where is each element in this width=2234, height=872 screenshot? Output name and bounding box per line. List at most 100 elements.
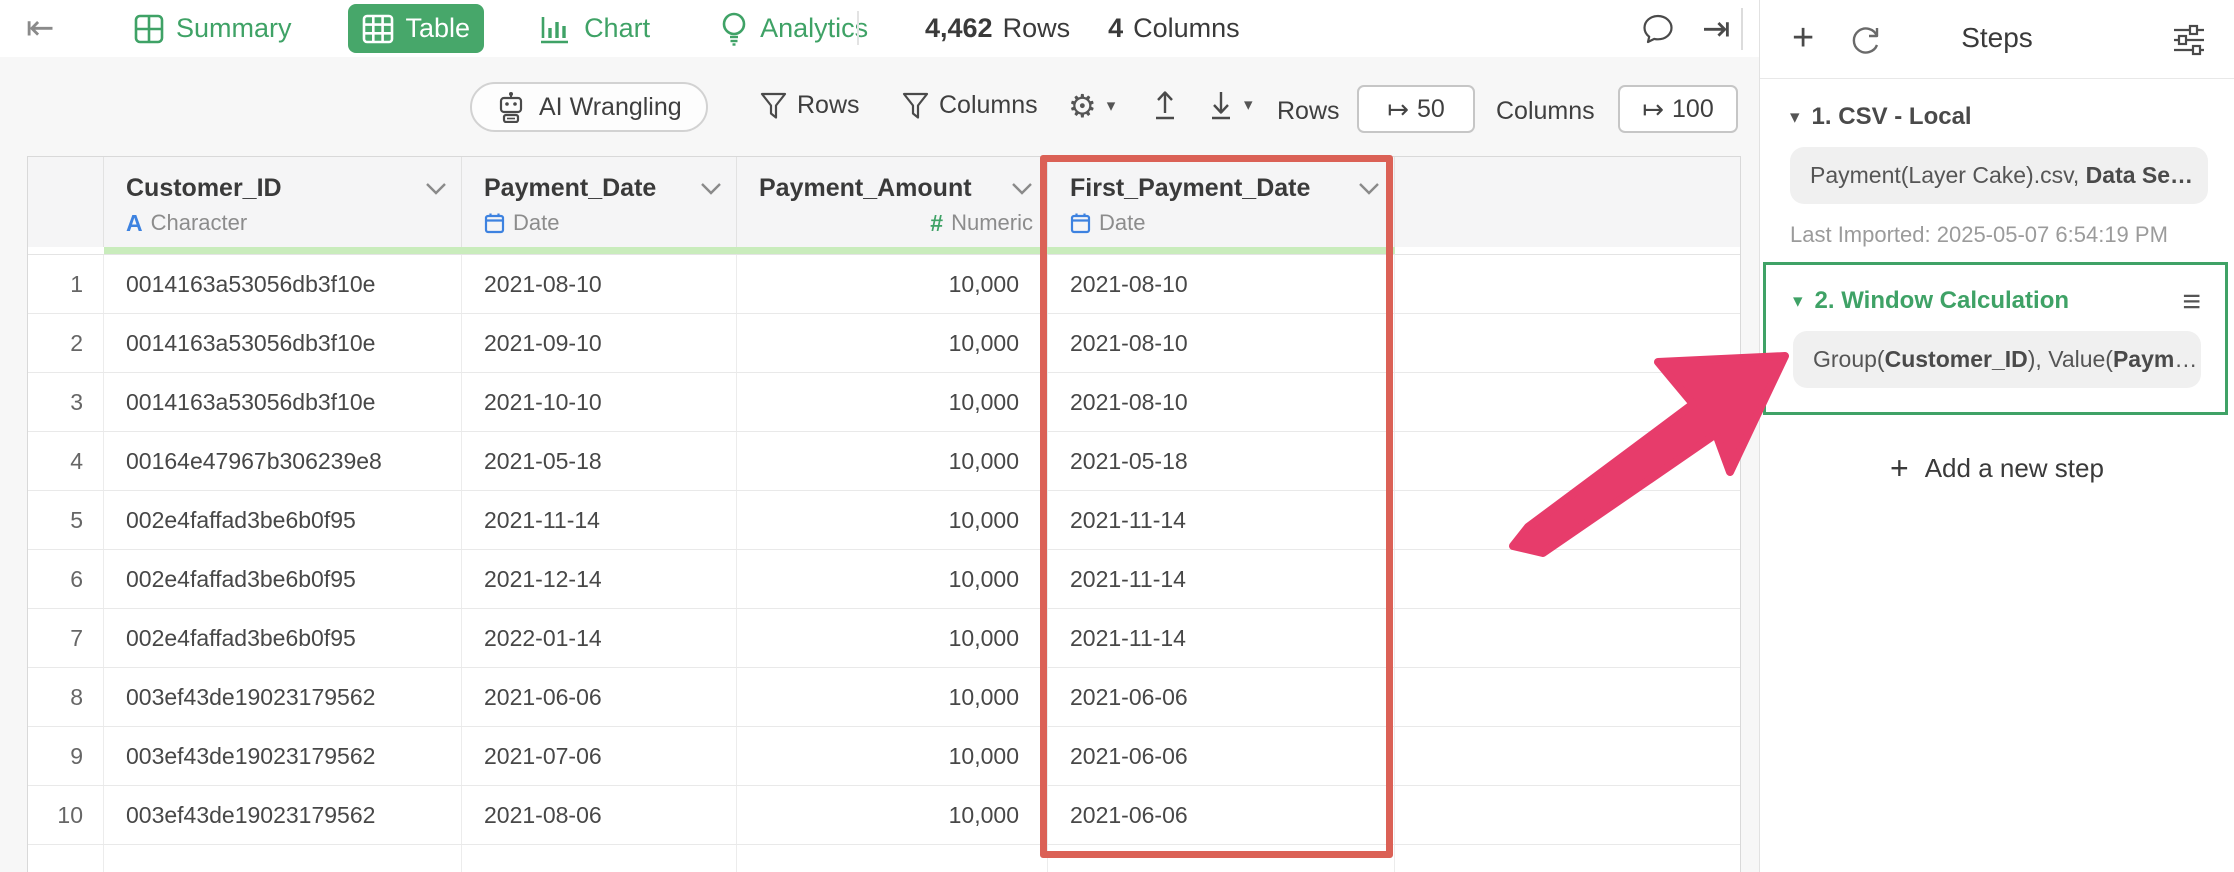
- table-cell[interactable]: 2021-08-10: [1048, 314, 1395, 372]
- step-2-summary-pill[interactable]: Group(Customer_ID), Value(Paym…: [1793, 331, 2201, 388]
- chevron-down-icon[interactable]: [1011, 182, 1033, 195]
- chevron-down-icon[interactable]: [425, 182, 447, 195]
- table-cell[interactable]: 2021-08-10: [1048, 373, 1395, 431]
- topbar-right-icons: ⇥: [1640, 0, 1731, 57]
- table-cell[interactable]: 2021-08-06: [462, 786, 737, 844]
- tab-summary[interactable]: Summary: [120, 4, 306, 53]
- column-header-payment-date[interactable]: Payment_Date Date: [462, 157, 737, 247]
- filter-columns-label: Columns: [939, 91, 1038, 119]
- add-step-plus-icon[interactable]: +: [1792, 17, 1815, 59]
- table-cell[interactable]: 10,000: [737, 314, 1048, 372]
- sliders-icon[interactable]: [2172, 22, 2206, 56]
- comment-icon[interactable]: [1640, 11, 1676, 47]
- table-cell[interactable]: 0014163a53056db3f10e: [104, 373, 462, 431]
- table-row[interactable]: 2 0014163a53056db3f10e 2021-09-10 10,000 202…: [28, 314, 1740, 373]
- table-header-row: Customer_ID A Character Payment_Date Dat…: [28, 157, 1740, 247]
- table-cell[interactable]: 2021-11-14: [1048, 491, 1395, 549]
- columns-limit-input[interactable]: ↦ 100: [1618, 85, 1738, 133]
- table-cell[interactable]: 2021-11-14: [1048, 609, 1395, 667]
- table-cell[interactable]: 2021-08-10: [1048, 255, 1395, 313]
- filter-rows-label: Rows: [797, 91, 860, 119]
- filter-rows-button[interactable]: Rows: [760, 91, 860, 120]
- table-cell[interactable]: 10,000: [737, 432, 1048, 490]
- table-cell[interactable]: 10,000: [737, 668, 1048, 726]
- table-cell[interactable]: 002e4faffad3be6b0f95: [104, 609, 462, 667]
- table-row[interactable]: 3 0014163a53056db3f10e 2021-10-10 10,000 202…: [28, 373, 1740, 432]
- tab-table[interactable]: Table: [347, 4, 485, 53]
- filler-header: [1395, 157, 1740, 247]
- step-2-window-calculation[interactable]: ▾ 2. Window Calculation ≡ Group(Customer…: [1763, 262, 2228, 415]
- add-new-step-button[interactable]: + Add a new step: [1760, 450, 2234, 487]
- table-cell[interactable]: 10,000: [737, 550, 1048, 608]
- calendar-icon: [484, 212, 505, 234]
- steps-header: + Steps: [1760, 0, 2234, 79]
- data-table: Customer_ID A Character Payment_Date Dat…: [27, 156, 1741, 872]
- table-cell[interactable]: 003ef43de19023179562: [104, 786, 462, 844]
- filler-cell: [1395, 373, 1740, 431]
- column-count-value: 4: [1108, 13, 1124, 43]
- column-count: 4 Columns: [1108, 13, 1240, 44]
- table-cell[interactable]: 2022-01-14: [462, 609, 737, 667]
- chevron-down-icon[interactable]: [1358, 182, 1380, 195]
- table-cell[interactable]: 2021-09-10: [462, 314, 737, 372]
- tab-analytics[interactable]: Analytics: [706, 3, 882, 55]
- table-cell[interactable]: 2021-05-18: [462, 432, 737, 490]
- table-row[interactable]: 9 003ef43de19023179562 2021-07-06 10,000 202…: [28, 727, 1740, 786]
- triangle-down-icon: ▾: [1793, 290, 1803, 312]
- collapse-left-icon[interactable]: ⇤: [26, 9, 55, 47]
- chevron-down-icon[interactable]: [700, 182, 722, 195]
- filter-columns-button[interactable]: Columns: [902, 91, 1038, 120]
- table-cell[interactable]: 10,000: [737, 255, 1048, 313]
- table-row[interactable]: 7 002e4faffad3be6b0f95 2022-01-14 10,000 202…: [28, 609, 1740, 668]
- table-row[interactable]: 6 002e4faffad3be6b0f95 2021-12-14 10,000 202…: [28, 550, 1740, 609]
- table-cell[interactable]: 2021-12-14: [462, 550, 737, 608]
- table-cell[interactable]: 0014163a53056db3f10e: [104, 314, 462, 372]
- table-cell[interactable]: 003ef43de19023179562: [104, 668, 462, 726]
- table-cell[interactable]: 10,000: [737, 609, 1048, 667]
- table-row[interactable]: 8 003ef43de19023179562 2021-06-06 10,000 202…: [28, 668, 1740, 727]
- rows-limit-value: 50: [1416, 94, 1445, 123]
- rows-limit-label: Rows: [1277, 97, 1340, 125]
- step-1-summary-pill[interactable]: Payment(Layer Cake).csv, Data Se…: [1790, 147, 2208, 204]
- table-cell[interactable]: 2021-07-06: [462, 727, 737, 785]
- column-header-payment-amount[interactable]: Payment_Amount # Numeric: [737, 157, 1048, 247]
- upload-button[interactable]: [1152, 89, 1178, 121]
- rows-limit-input[interactable]: ↦ 50: [1357, 85, 1475, 133]
- table-cell[interactable]: 10,000: [737, 727, 1048, 785]
- download-button[interactable]: ▾: [1208, 89, 1253, 121]
- column-header-customer-id[interactable]: Customer_ID A Character: [104, 157, 462, 247]
- table-cell[interactable]: 00164e47967b306239e8: [104, 432, 462, 490]
- table-cell[interactable]: 002e4faffad3be6b0f95: [104, 491, 462, 549]
- column-header-first-payment-date[interactable]: First_Payment_Date Date: [1048, 157, 1395, 247]
- row-count-value: 4,462: [925, 13, 993, 43]
- table-cell[interactable]: 2021-06-06: [1048, 786, 1395, 844]
- table-cell[interactable]: 2021-10-10: [462, 373, 737, 431]
- table-cell[interactable]: 002e4faffad3be6b0f95: [104, 550, 462, 608]
- refresh-icon[interactable]: [1848, 22, 1884, 58]
- tab-chart[interactable]: Chart: [526, 4, 664, 53]
- expand-right-icon[interactable]: ⇥: [1702, 9, 1731, 48]
- table-cell[interactable]: 003ef43de19023179562: [104, 727, 462, 785]
- table-cell[interactable]: 2021-08-10: [462, 255, 737, 313]
- table-cell[interactable]: 10,000: [737, 491, 1048, 549]
- step-menu-icon[interactable]: ≡: [2182, 283, 2201, 319]
- table-cell[interactable]: 0014163a53056db3f10e: [104, 255, 462, 313]
- table-cell[interactable]: 2021-06-06: [1048, 668, 1395, 726]
- table-cell[interactable]: 2021-11-14: [1048, 550, 1395, 608]
- table-cell[interactable]: 2021-05-18: [1048, 432, 1395, 490]
- table-cell[interactable]: 2021-06-06: [1048, 727, 1395, 785]
- filler-cell: [1395, 609, 1740, 667]
- table-row[interactable]: 10 003ef43de19023179562 2021-08-06 10,000 20…: [28, 786, 1740, 845]
- table-cell[interactable]: 2021-06-06: [462, 668, 737, 726]
- table-cell[interactable]: 2021-11-14: [462, 491, 737, 549]
- table-row[interactable]: 4 00164e47967b306239e8 2021-05-18 10,000 202…: [28, 432, 1740, 491]
- table-cell[interactable]: 10,000: [737, 373, 1048, 431]
- step-1-title-row[interactable]: ▾ 1. CSV - Local: [1790, 103, 2208, 131]
- column-type: Date: [513, 210, 560, 235]
- table-cell[interactable]: 10,000: [737, 786, 1048, 844]
- settings-menu-button[interactable]: ⚙ ▾: [1068, 87, 1115, 125]
- table-row[interactable]: 1 0014163a53056db3f10e 2021-08-10 10,000 202…: [28, 255, 1740, 314]
- table-row[interactable]: 5 002e4faffad3be6b0f95 2021-11-14 10,000 202…: [28, 491, 1740, 550]
- ai-wrangling-button[interactable]: AI Wrangling: [470, 82, 708, 132]
- step-2-title-row[interactable]: ▾ 2. Window Calculation: [1793, 287, 2069, 315]
